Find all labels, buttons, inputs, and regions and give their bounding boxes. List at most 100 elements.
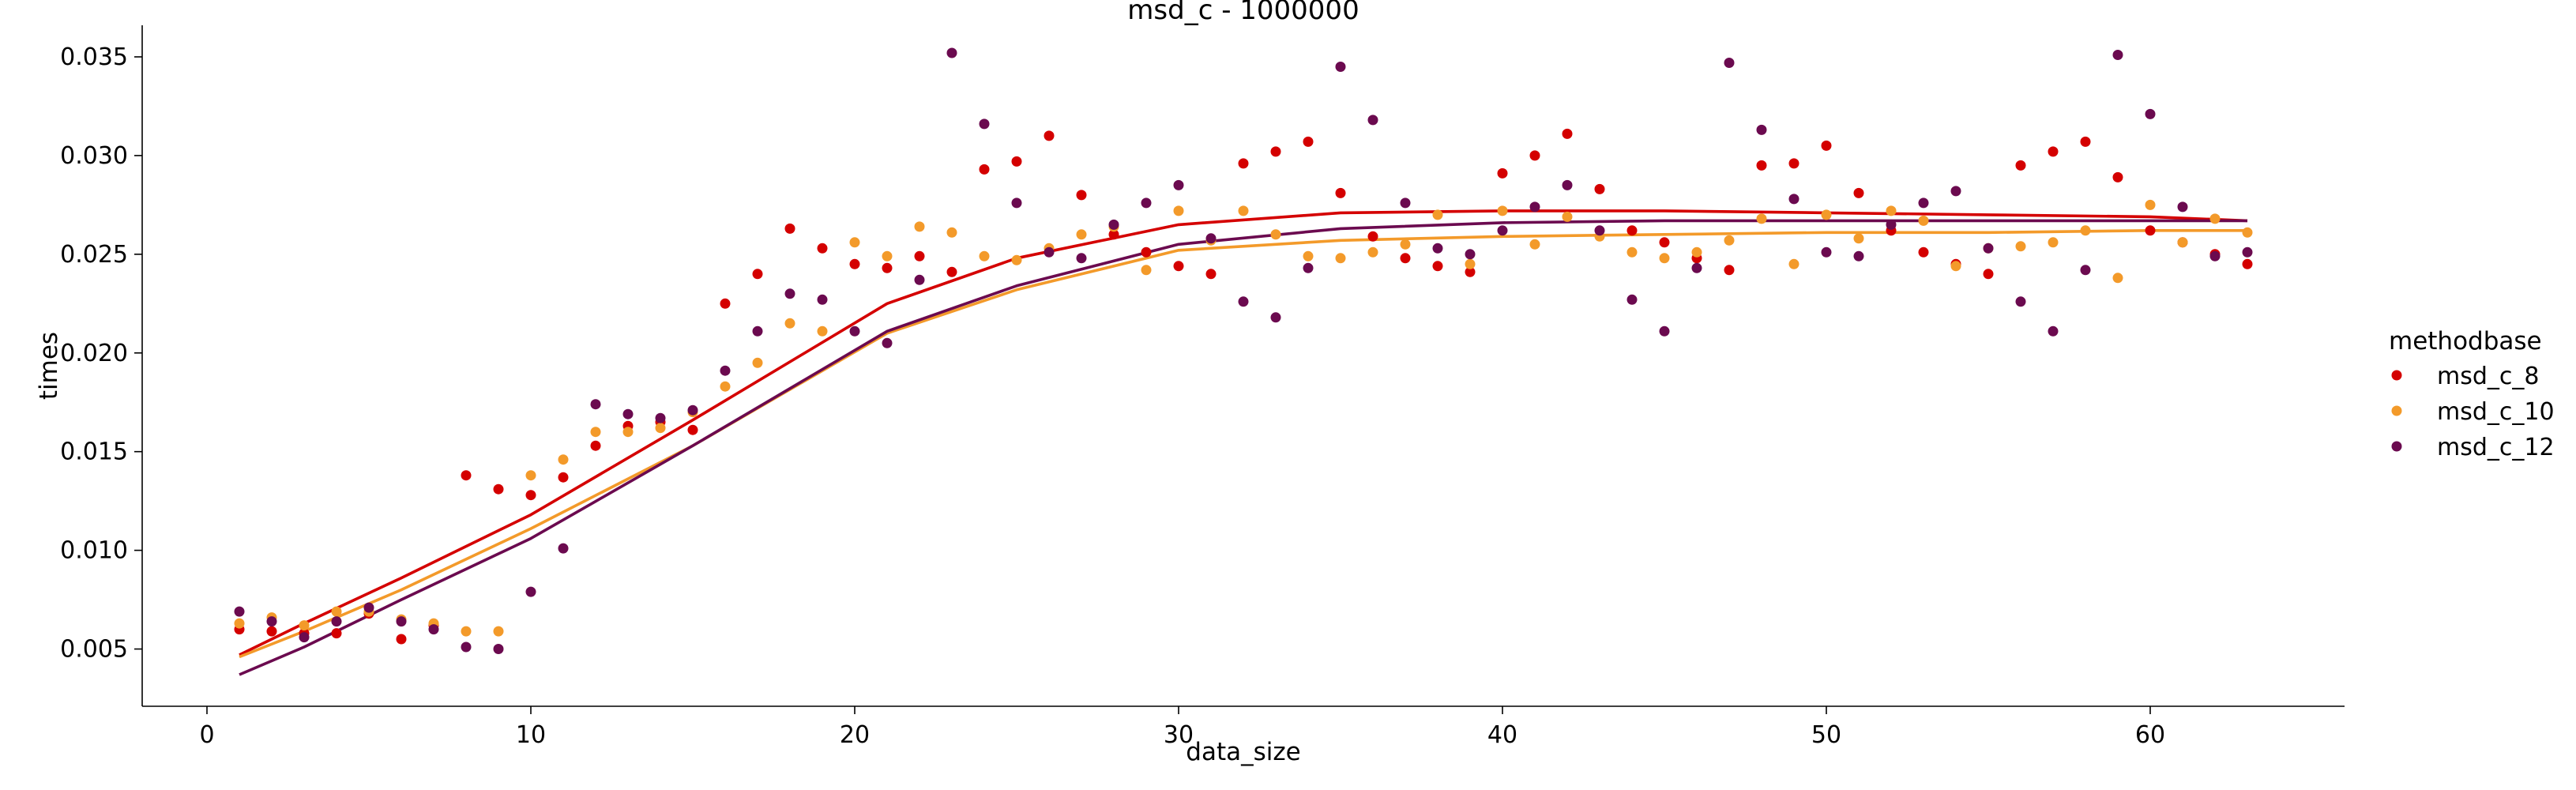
point-msd_c_8 xyxy=(590,440,601,451)
point-msd_c_8 xyxy=(525,490,536,501)
point-msd_c_12 xyxy=(655,412,666,423)
y-tick-label: 0.020 xyxy=(60,340,128,367)
point-msd_c_8 xyxy=(1594,183,1605,194)
point-msd_c_12 xyxy=(1918,198,1929,209)
point-msd_c_8 xyxy=(882,262,893,273)
point-msd_c_10 xyxy=(1886,205,1897,216)
point-msd_c_8 xyxy=(1659,237,1670,248)
point-msd_c_12 xyxy=(784,288,795,299)
point-msd_c_10 xyxy=(1367,246,1378,258)
point-msd_c_10 xyxy=(1497,205,1508,216)
point-msd_c_8 xyxy=(1562,128,1573,139)
point-msd_c_12 xyxy=(2242,246,2253,258)
fit-lines xyxy=(239,209,2248,676)
point-msd_c_12 xyxy=(1886,219,1897,230)
point-msd_c_12 xyxy=(817,294,828,305)
point-msd_c_12 xyxy=(1821,246,1832,258)
legend-marker xyxy=(2391,405,2402,416)
point-msd_c_8 xyxy=(1756,160,1767,171)
point-msd_c_8 xyxy=(1270,146,1281,157)
point-msd_c_10 xyxy=(1659,253,1670,264)
point-msd_c_8 xyxy=(979,164,990,175)
point-msd_c_10 xyxy=(590,427,601,438)
x-tick-label: 20 xyxy=(840,721,870,749)
legend-label: msd_c_12 xyxy=(2437,434,2555,461)
point-msd_c_10 xyxy=(979,250,990,261)
point-msd_c_12 xyxy=(331,616,342,627)
point-msd_c_8 xyxy=(266,626,277,637)
point-msd_c_8 xyxy=(1076,190,1087,201)
point-msd_c_10 xyxy=(882,250,893,261)
point-msd_c_10 xyxy=(2080,225,2091,236)
y-tick-label: 0.010 xyxy=(60,537,128,565)
x-ticks: 0 10 20 30 40 50 60 xyxy=(199,706,2165,749)
point-msd_c_10 xyxy=(1270,229,1281,240)
point-msd_c_8 xyxy=(720,298,731,309)
point-msd_c_12 xyxy=(558,543,569,554)
point-msd_c_12 xyxy=(1529,201,1540,213)
point-msd_c_10 xyxy=(234,618,245,629)
point-msd_c_12 xyxy=(2080,265,2091,276)
point-msd_c_12 xyxy=(1076,253,1087,264)
point-msd_c_10 xyxy=(849,237,860,248)
point-msd_c_12 xyxy=(1950,186,1961,197)
point-msd_c_8 xyxy=(1044,130,1055,141)
legend-marker xyxy=(2391,441,2402,452)
point-msd_c_12 xyxy=(849,325,860,337)
fit-line-msd_c_12 xyxy=(239,219,2247,676)
legend-marker xyxy=(2391,370,2402,381)
point-msd_c_10 xyxy=(1821,209,1832,220)
point-msd_c_12 xyxy=(946,47,957,58)
point-msd_c_10 xyxy=(1303,250,1314,261)
point-msd_c_8 xyxy=(1400,253,1411,264)
point-msd_c_8 xyxy=(1108,229,1119,240)
point-msd_c_12 xyxy=(720,365,731,376)
point-msd_c_12 xyxy=(1562,179,1573,190)
point-msd_c_10 xyxy=(299,620,310,631)
point-msd_c_8 xyxy=(946,266,957,277)
y-tick-label: 0.035 xyxy=(60,43,128,71)
point-msd_c_10 xyxy=(1465,258,1476,269)
point-msd_c_12 xyxy=(1141,198,1152,209)
point-msd_c_12 xyxy=(1303,262,1314,273)
point-msd_c_12 xyxy=(590,399,601,410)
point-msd_c_8 xyxy=(1724,265,1735,276)
point-msd_c_10 xyxy=(493,626,504,637)
point-msd_c_8 xyxy=(2015,160,2026,171)
point-msd_c_12 xyxy=(299,632,310,643)
point-msd_c_8 xyxy=(1529,150,1540,161)
legend: methodbase msd_c_8 msd_c_10 msd_c_12 xyxy=(2389,327,2555,461)
point-msd_c_8 xyxy=(1788,158,1799,169)
point-msd_c_12 xyxy=(2145,108,2156,119)
point-msd_c_8 xyxy=(1497,167,1508,179)
point-msd_c_8 xyxy=(817,243,828,254)
point-msd_c_10 xyxy=(1011,254,1022,265)
x-axis-label: data_size xyxy=(1186,738,1300,766)
point-msd_c_8 xyxy=(687,424,698,435)
point-msd_c_8 xyxy=(849,258,860,269)
point-msd_c_8 xyxy=(2112,171,2123,182)
point-msd_c_10 xyxy=(558,454,569,465)
point-msd_c_10 xyxy=(1173,205,1184,216)
point-msd_c_12 xyxy=(396,616,407,627)
point-msd_c_10 xyxy=(1788,258,1799,269)
point-msd_c_12 xyxy=(1659,325,1670,337)
point-msd_c_12 xyxy=(2048,325,2059,337)
point-msd_c_8 xyxy=(2048,146,2059,157)
legend-title: methodbase xyxy=(2389,327,2542,356)
point-msd_c_8 xyxy=(1141,246,1152,258)
point-msd_c_8 xyxy=(493,483,504,495)
point-msd_c_8 xyxy=(752,269,763,280)
point-msd_c_12 xyxy=(1400,198,1411,209)
x-tick-label: 10 xyxy=(516,721,546,749)
point-msd_c_12 xyxy=(1691,262,1702,273)
y-tick-label: 0.025 xyxy=(60,241,128,269)
point-msd_c_10 xyxy=(817,325,828,337)
point-msd_c_8 xyxy=(1918,246,1929,258)
point-msd_c_8 xyxy=(1853,187,1864,198)
point-msd_c_12 xyxy=(1108,219,1119,230)
point-msd_c_12 xyxy=(914,274,925,285)
scatter-points xyxy=(234,47,2253,654)
point-msd_c_10 xyxy=(1335,253,1346,264)
